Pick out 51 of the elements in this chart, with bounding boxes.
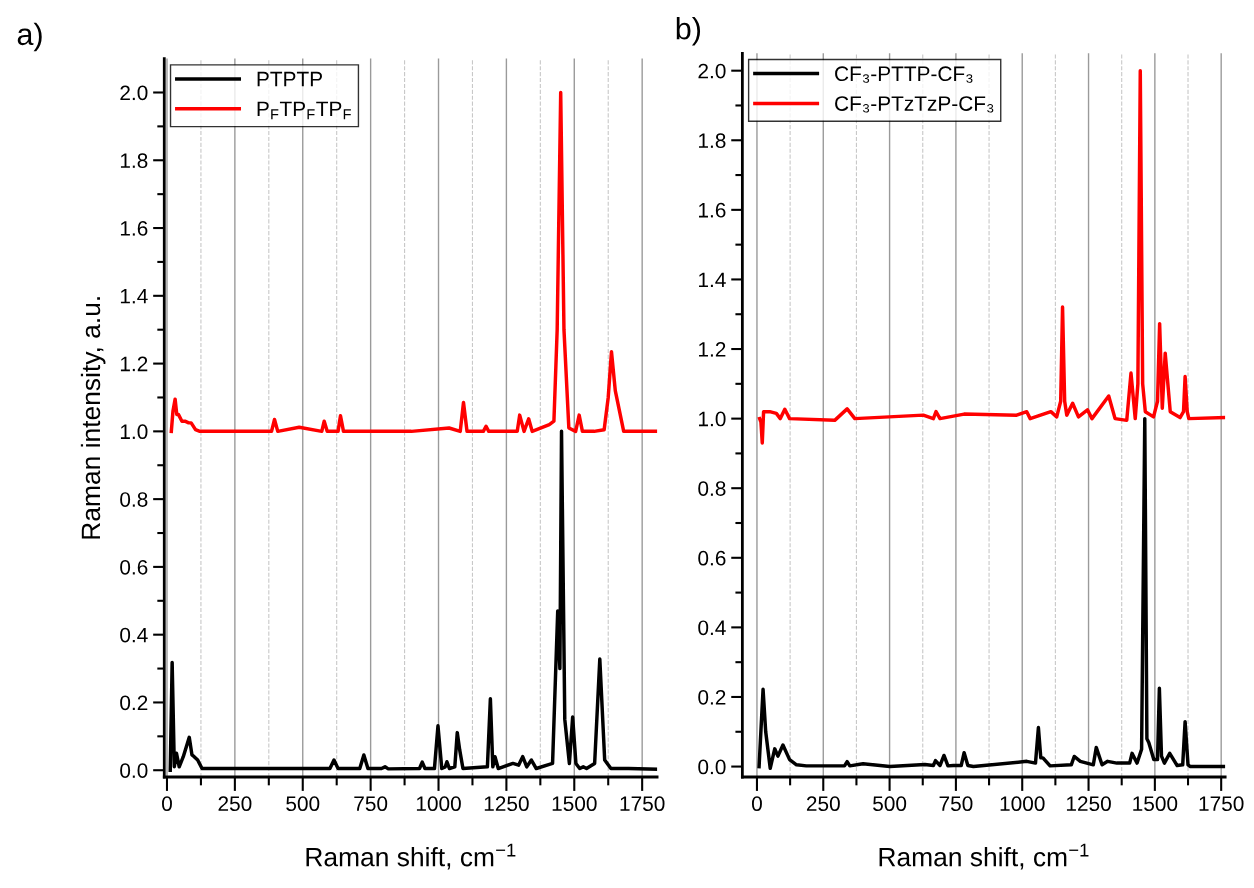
y-tick-label: 1.6 [699, 202, 726, 218]
y-tick-label: 1.6 [120, 221, 148, 236]
y-tick-label: 0.8 [698, 481, 726, 496]
x-tick-label: 750 [354, 796, 388, 812]
x-tick-label: 250 [806, 796, 840, 812]
y-tick-label: 1.4 [699, 272, 726, 287]
y-tick-label: 0.6 [698, 550, 726, 566]
x-tick-label: 500 [873, 796, 907, 812]
y-tick-label: 0.8 [120, 492, 148, 507]
y-tick-label: 1.0 [120, 424, 148, 440]
y-axis-title: Raman intensity, a.u. [80, 297, 106, 539]
x-tick-label: 1750 [620, 796, 665, 812]
x-tick-label: 250 [218, 796, 252, 812]
x-tick-label: 1250 [484, 796, 529, 812]
y-tick-label: 0.4 [698, 620, 726, 636]
x-axis-title: Raman shift, cm$^{−1}$ [879, 843, 1089, 870]
x-tick-label: 1500 [552, 796, 597, 812]
y-tick-label: 1.0 [699, 411, 726, 427]
x-tick-label: 1000 [1000, 796, 1045, 812]
x-tick-label: 1500 [1133, 796, 1178, 812]
x-tick-label: 1000 [416, 796, 461, 812]
line-series [168, 429, 658, 772]
x-tick-label: 750 [939, 796, 973, 812]
y-tick-label: 2.0 [698, 63, 726, 79]
y-tick-label: 0.0 [120, 763, 148, 778]
legend-label: PTPTP [257, 71, 322, 87]
x-axis-title: Raman shift, cm$^{−1}$ [306, 843, 516, 870]
y-tick-label: 0.2 [698, 689, 726, 705]
legend-label: CF₃-PTTP-CF₃ [835, 66, 973, 83]
x-tick-label: 1250 [1066, 796, 1111, 812]
y-tick-label: 1.2 [120, 356, 148, 372]
line-series [169, 90, 658, 434]
chart-title: b) [676, 17, 701, 46]
y-tick-label: 1.4 [120, 289, 148, 304]
line-series [757, 416, 1226, 771]
chart-title: a) [17, 22, 42, 52]
x-tick-label: 500 [286, 796, 320, 812]
y-tick-label: 1.8 [699, 133, 726, 149]
x-tick-label: 0 [162, 796, 172, 812]
y-tick-label: 0.2 [120, 695, 148, 711]
x-tick-label: 0 [751, 796, 762, 812]
y-tick-label: 0.4 [120, 627, 148, 643]
legend-label: P$_{F}$TP$_{F}$TP$_{F}$ [257, 101, 351, 120]
y-tick-label: 1.8 [120, 153, 148, 169]
y-tick-label: 0.6 [120, 559, 148, 575]
y-tick-label: 1.2 [699, 342, 726, 357]
legend-label: CF₃-PTzTzP-CF₃ [835, 96, 994, 113]
y-tick-label: 0.0 [698, 759, 726, 775]
x-tick-label: 1750 [1199, 796, 1244, 812]
y-tick-label: 2.0 [120, 85, 148, 101]
line-series [757, 68, 1226, 445]
